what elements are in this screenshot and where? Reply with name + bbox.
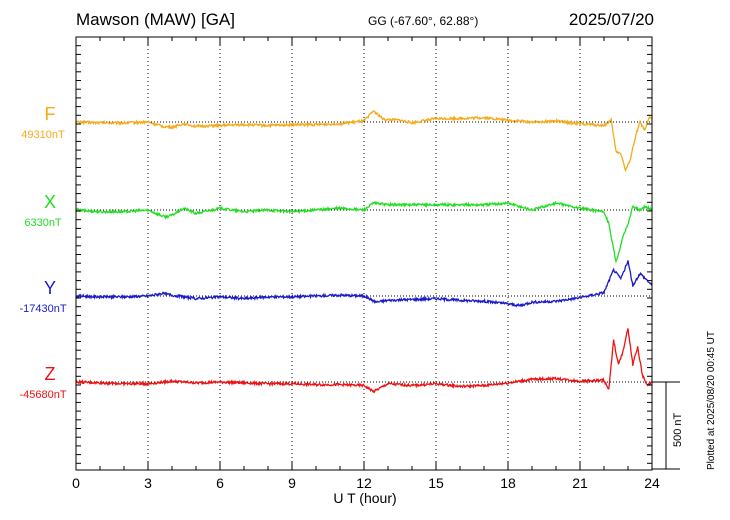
component-baseline-F: 49310nT [21,129,65,141]
component-letter-Z: Z [44,364,56,384]
component-baseline-Y: -17430nT [19,303,67,315]
axes [75,36,653,471]
x-tick-label-24: 24 [644,475,660,491]
scale-bar [652,381,680,470]
component-baseline-X: 6330nT [24,217,62,229]
station-title: Mawson (MAW) [GA] [76,10,235,29]
series-line-Z [75,328,653,394]
x-axis-label: U T (hour) [333,490,397,506]
x-tick-label-6: 6 [216,475,224,491]
series-line-Y [75,260,653,308]
series-lines [75,110,653,394]
x-tick-label-15: 15 [428,475,444,491]
coordinates-label: GG (-67.60°, 62.88°) [368,14,479,28]
plot-frame [75,36,653,471]
x-tick-label-18: 18 [500,475,516,491]
x-tick-labels: 0 3 6 9 12 15 18 21 24 [72,475,660,491]
grid-lines [147,37,581,470]
date-label: 2025/07/20 [568,10,654,29]
x-tick-label-12: 12 [356,475,372,491]
component-letter-X: X [43,192,56,212]
series-line-X [75,200,653,264]
component-letter-Y: Y [43,278,56,298]
plotted-timestamp: Plotted at 2025/08/20 00:45 UT [706,331,717,470]
component-baseline-Z: -45680nT [19,389,67,401]
x-tick-label-0: 0 [72,475,80,491]
component-letter-F: F [44,104,56,124]
scale-bar-label: 500 nT [672,412,684,447]
x-tick-label-21: 21 [572,475,588,491]
x-tick-label-9: 9 [288,475,296,491]
x-tick-label-3: 3 [144,475,152,491]
series-line-F [75,110,653,173]
